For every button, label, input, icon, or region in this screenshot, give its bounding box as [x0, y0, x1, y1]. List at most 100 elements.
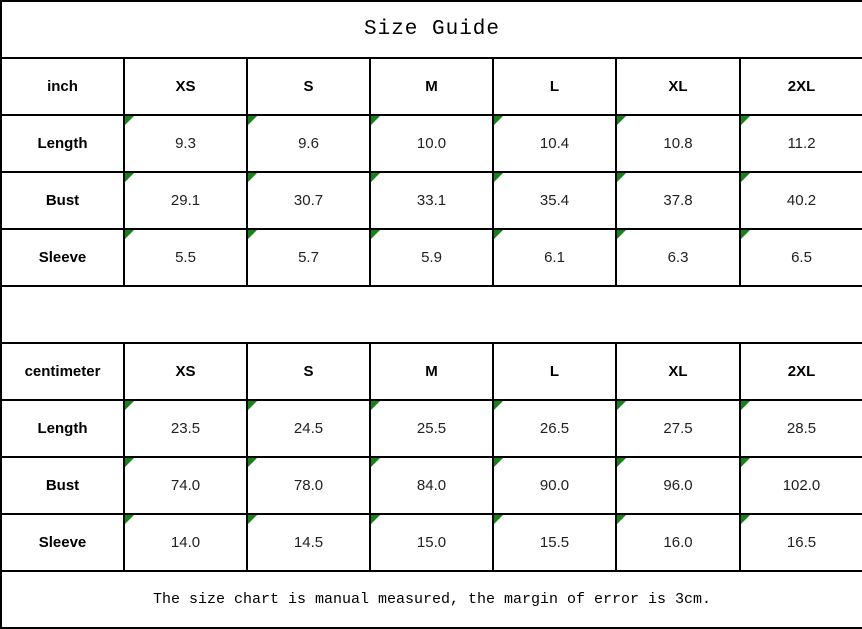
green-corner-flag-icon [494, 401, 503, 410]
green-corner-flag-icon [617, 116, 626, 125]
measure-value: 35.4 [539, 192, 570, 209]
measure-value: 74.0 [170, 477, 201, 494]
measure-value-cell: 15.5 [492, 513, 617, 572]
measure-value-cell: 37.8 [615, 171, 741, 230]
footer-note: The size chart is manual measured, the m… [0, 570, 862, 629]
measure-value-cell: 29.1 [123, 171, 248, 230]
green-corner-flag-icon [617, 458, 626, 467]
measure-value-cell: 30.7 [246, 171, 371, 230]
measure-value: 14.5 [293, 534, 324, 551]
measure-value-cell: 26.5 [492, 399, 617, 458]
measure-value: 78.0 [293, 477, 324, 494]
measure-value: 28.5 [786, 420, 817, 437]
measure-value: 5.7 [298, 249, 319, 266]
size-header-l: L [492, 342, 617, 401]
centimeter-bust-row: Bust 74.0 78.0 84.0 90.0 96.0 102.0 [0, 456, 862, 515]
unit-label-inch: inch [0, 57, 125, 116]
green-corner-flag-icon [125, 230, 134, 239]
measure-value-cell: 28.5 [739, 399, 862, 458]
size-header-l: L [492, 57, 617, 116]
centimeter-length-row: Length 23.5 24.5 25.5 26.5 27.5 28.5 [0, 399, 862, 458]
measure-value: 10.0 [416, 135, 447, 152]
measure-value-cell: 15.0 [369, 513, 494, 572]
size-header-2xl: 2XL [739, 342, 862, 401]
size-header-2xl: 2XL [739, 57, 862, 116]
spacer-cell [0, 285, 862, 344]
measure-value-cell: 11.2 [739, 114, 862, 173]
measure-value-cell: 40.2 [739, 171, 862, 230]
measure-value-cell: 5.7 [246, 228, 371, 287]
measure-value: 37.8 [663, 192, 693, 209]
measure-value-cell: 90.0 [492, 456, 617, 515]
measure-value: 5.5 [175, 249, 196, 266]
size-header-m: M [369, 57, 494, 116]
green-corner-flag-icon [125, 458, 134, 467]
title-row: Size Guide [0, 0, 862, 59]
green-corner-flag-icon [741, 230, 750, 239]
measure-value: 9.3 [175, 135, 196, 152]
measure-label-cell: Bust [0, 456, 125, 515]
measure-value-cell: 96.0 [615, 456, 741, 515]
green-corner-flag-icon [371, 515, 380, 524]
green-corner-flag-icon [125, 116, 134, 125]
measure-value: 84.0 [416, 477, 447, 494]
green-corner-flag-icon [371, 173, 380, 182]
green-corner-flag-icon [248, 401, 257, 410]
green-corner-flag-icon [494, 458, 503, 467]
footer-row: The size chart is manual measured, the m… [0, 570, 862, 629]
green-corner-flag-icon [741, 401, 750, 410]
measure-value-cell: 10.8 [615, 114, 741, 173]
green-corner-flag-icon [741, 458, 750, 467]
measure-value: 29.1 [170, 192, 201, 209]
green-corner-flag-icon [741, 173, 750, 182]
green-corner-flag-icon [494, 116, 503, 125]
measure-value-cell: 74.0 [123, 456, 248, 515]
measure-value-cell: 23.5 [123, 399, 248, 458]
green-corner-flag-icon [494, 173, 503, 182]
measure-value-cell: 10.4 [492, 114, 617, 173]
measure-value: 25.5 [416, 420, 447, 437]
green-corner-flag-icon [371, 458, 380, 467]
size-header-xs: XS [123, 57, 248, 116]
green-corner-flag-icon [248, 230, 257, 239]
measure-value-cell: 5.5 [123, 228, 248, 287]
green-corner-flag-icon [617, 173, 626, 182]
measure-value: 15.5 [539, 534, 570, 551]
measure-value: 6.1 [544, 249, 565, 266]
measure-value-cell: 27.5 [615, 399, 741, 458]
inch-length-row: Length 9.3 9.6 10.0 10.4 10.8 11.2 [0, 114, 862, 173]
spacer-row [0, 285, 862, 344]
measure-value-cell: 6.3 [615, 228, 741, 287]
measure-value-cell: 25.5 [369, 399, 494, 458]
green-corner-flag-icon [248, 458, 257, 467]
inch-sleeve-row: Sleeve 5.5 5.7 5.9 6.1 6.3 6.5 [0, 228, 862, 287]
measure-value: 96.0 [663, 477, 693, 494]
measure-value-cell: 24.5 [246, 399, 371, 458]
green-corner-flag-icon [371, 401, 380, 410]
size-header-s: S [246, 57, 371, 116]
green-corner-flag-icon [125, 173, 134, 182]
measure-value: 14.0 [170, 534, 201, 551]
measure-value: 102.0 [782, 477, 821, 494]
inch-header-row: inch XS S M L XL 2XL [0, 57, 862, 116]
green-corner-flag-icon [248, 515, 257, 524]
measure-value: 6.5 [791, 249, 812, 266]
measure-value-cell: 16.0 [615, 513, 741, 572]
measure-value-cell: 9.3 [123, 114, 248, 173]
size-header-xl: XL [615, 57, 741, 116]
measure-value-cell: 9.6 [246, 114, 371, 173]
green-corner-flag-icon [494, 515, 503, 524]
green-corner-flag-icon [371, 116, 380, 125]
size-header-xl: XL [615, 342, 741, 401]
measure-label-cell: Length [0, 399, 125, 458]
measure-value: 11.2 [787, 135, 816, 152]
measure-value-cell: 35.4 [492, 171, 617, 230]
green-corner-flag-icon [248, 173, 257, 182]
measure-label-cell: Sleeve [0, 228, 125, 287]
green-corner-flag-icon [741, 515, 750, 524]
measure-value-cell: 5.9 [369, 228, 494, 287]
measure-value: 33.1 [416, 192, 447, 209]
green-corner-flag-icon [371, 230, 380, 239]
measure-label-cell: Sleeve [0, 513, 125, 572]
